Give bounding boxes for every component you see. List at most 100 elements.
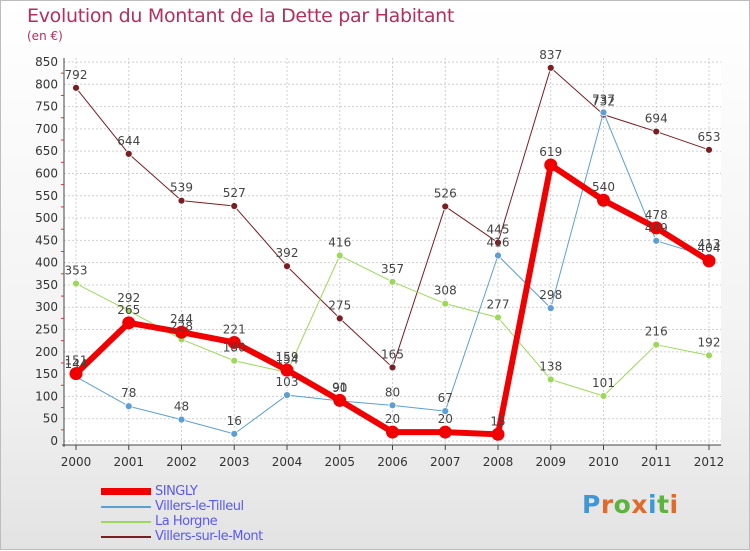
y-tick-label: 550 [35,189,58,203]
data-label-villers-le-tilleul: 67 [438,391,453,405]
data-label-singly: 540 [592,180,615,194]
y-tick-label: 700 [35,122,58,136]
data-label-singly: 244 [170,312,193,326]
data-label-villers-sur-le-mont: 732 [592,95,615,109]
data-point-singly [122,316,136,330]
data-label-villers-sur-le-mont: 527 [223,186,246,200]
data-point-villers-sur-le-mont [652,127,661,136]
x-tick-label: 2010 [588,455,619,469]
data-point-villers-le-tilleul [599,108,608,117]
data-label-singly: 20 [385,412,400,426]
data-label-villers-sur-le-mont: 275 [328,298,351,312]
data-label-la-horgne: 138 [539,359,562,373]
data-point-villers-sur-le-mont [388,363,397,372]
data-point-la-horgne [599,392,608,400]
legend-swatch [101,535,151,538]
data-label-la-horgne: 277 [487,297,510,311]
data-point-villers-le-tilleul [230,429,239,438]
data-label-villers-le-tilleul: 449 [645,221,668,235]
y-tick-label: 600 [35,166,58,180]
x-tick-label: 2009 [535,455,566,469]
data-label-villers-le-tilleul: 78 [121,386,136,400]
data-label-villers-sur-le-mont: 694 [645,112,668,126]
data-label-villers-sur-le-mont: 392 [276,246,299,260]
data-point-villers-le-tilleul [388,401,397,410]
data-point-singly [175,325,188,339]
y-tick-label: 450 [35,233,58,247]
x-tick-label: 2005 [324,455,355,469]
data-label-villers-le-tilleul: 80 [385,385,400,399]
data-point-singly [69,367,83,381]
x-tick-label: 2003 [219,455,250,469]
data-point-la-horgne [546,375,555,384]
data-point-la-horgne [494,313,502,322]
y-tick-label: 400 [35,256,58,270]
legend-label: SINGLY [155,484,198,499]
data-label-singly: 265 [117,303,140,317]
data-point-la-horgne [388,277,397,286]
chart-legend: SINGLY Villers-le-Tilleul La Horgne Villers… [101,484,263,544]
data-point-villers-sur-le-mont [124,149,133,158]
x-tick-label: 2008 [483,455,514,469]
data-point-singly [597,193,610,207]
x-tick-label: 2004 [272,455,303,469]
data-point-la-horgne [652,340,661,349]
logo-letter: r [600,490,614,519]
data-point-la-horgne [72,279,80,288]
data-point-villers-le-tilleul [177,415,186,424]
data-point-villers-le-tilleul [546,304,555,313]
legend-swatch [101,520,151,523]
data-label-villers-sur-le-mont: 837 [539,48,562,62]
y-tick-label: 500 [35,211,58,225]
data-label-la-horgne: 228 [170,319,193,333]
data-label-la-horgne: 216 [645,325,668,339]
data-label-villers-le-tilleul: 16 [227,414,242,428]
y-tick-label: 50 [43,412,58,426]
data-label-villers-le-tilleul: 90 [332,381,347,395]
data-label-singly: 20 [438,412,453,426]
data-label-villers-le-tilleul: 298 [539,288,562,302]
data-point-la-horgne [335,251,344,260]
data-point-singly [280,363,294,377]
data-point-la-horgne [705,351,713,360]
data-label-la-horgne: 416 [328,236,351,250]
data-point-singly [491,427,505,441]
x-tick-label: 2000 [61,455,92,469]
data-point-villers-sur-le-mont [230,202,239,210]
data-label-villers-sur-le-mont: 653 [698,130,721,144]
legend-item-villers-sur-le-mont: Villers-sur-le-Mont [101,529,263,544]
data-point-villers-sur-le-mont [705,145,713,154]
legend-label: Villers-sur-le-Mont [155,529,263,544]
x-tick-label: 2001 [113,455,144,469]
data-label-la-horgne: 308 [434,284,457,298]
data-point-villers-le-tilleul [652,236,661,245]
data-label-villers-le-tilleul: 413 [698,237,721,251]
logo-letter: i [648,490,658,519]
data-label-singly: 15 [490,414,505,428]
data-label-singly: 478 [645,208,668,222]
y-tick-label: 200 [35,345,58,359]
data-point-villers-sur-le-mont [546,63,555,72]
y-tick-label: 0 [50,434,58,448]
y-tick-label: 750 [35,100,58,114]
data-point-la-horgne [441,299,450,308]
data-label-la-horgne: 101 [592,376,615,390]
logo-letter: P [582,490,601,519]
legend-item-la-horgne: La Horgne [101,514,263,529]
legend-swatch [101,505,151,508]
x-tick-label: 2011 [641,455,672,469]
data-point-villers-le-tilleul [494,251,502,260]
legend-item-villers-le-tilleul: Villers-le-Tilleul [101,499,263,514]
data-label-la-horgne: 353 [65,264,88,278]
y-tick-label: 800 [35,77,58,91]
logo-letter: t [657,490,670,519]
x-tick-label: 2002 [166,455,197,469]
data-label-la-horgne: 357 [381,262,404,276]
data-point-villers-le-tilleul [441,407,450,416]
data-label-villers-le-tilleul: 103 [276,375,299,389]
data-point-singly [544,158,558,172]
data-label-villers-sur-le-mont: 792 [65,68,88,82]
data-point-villers-sur-le-mont [335,314,344,323]
